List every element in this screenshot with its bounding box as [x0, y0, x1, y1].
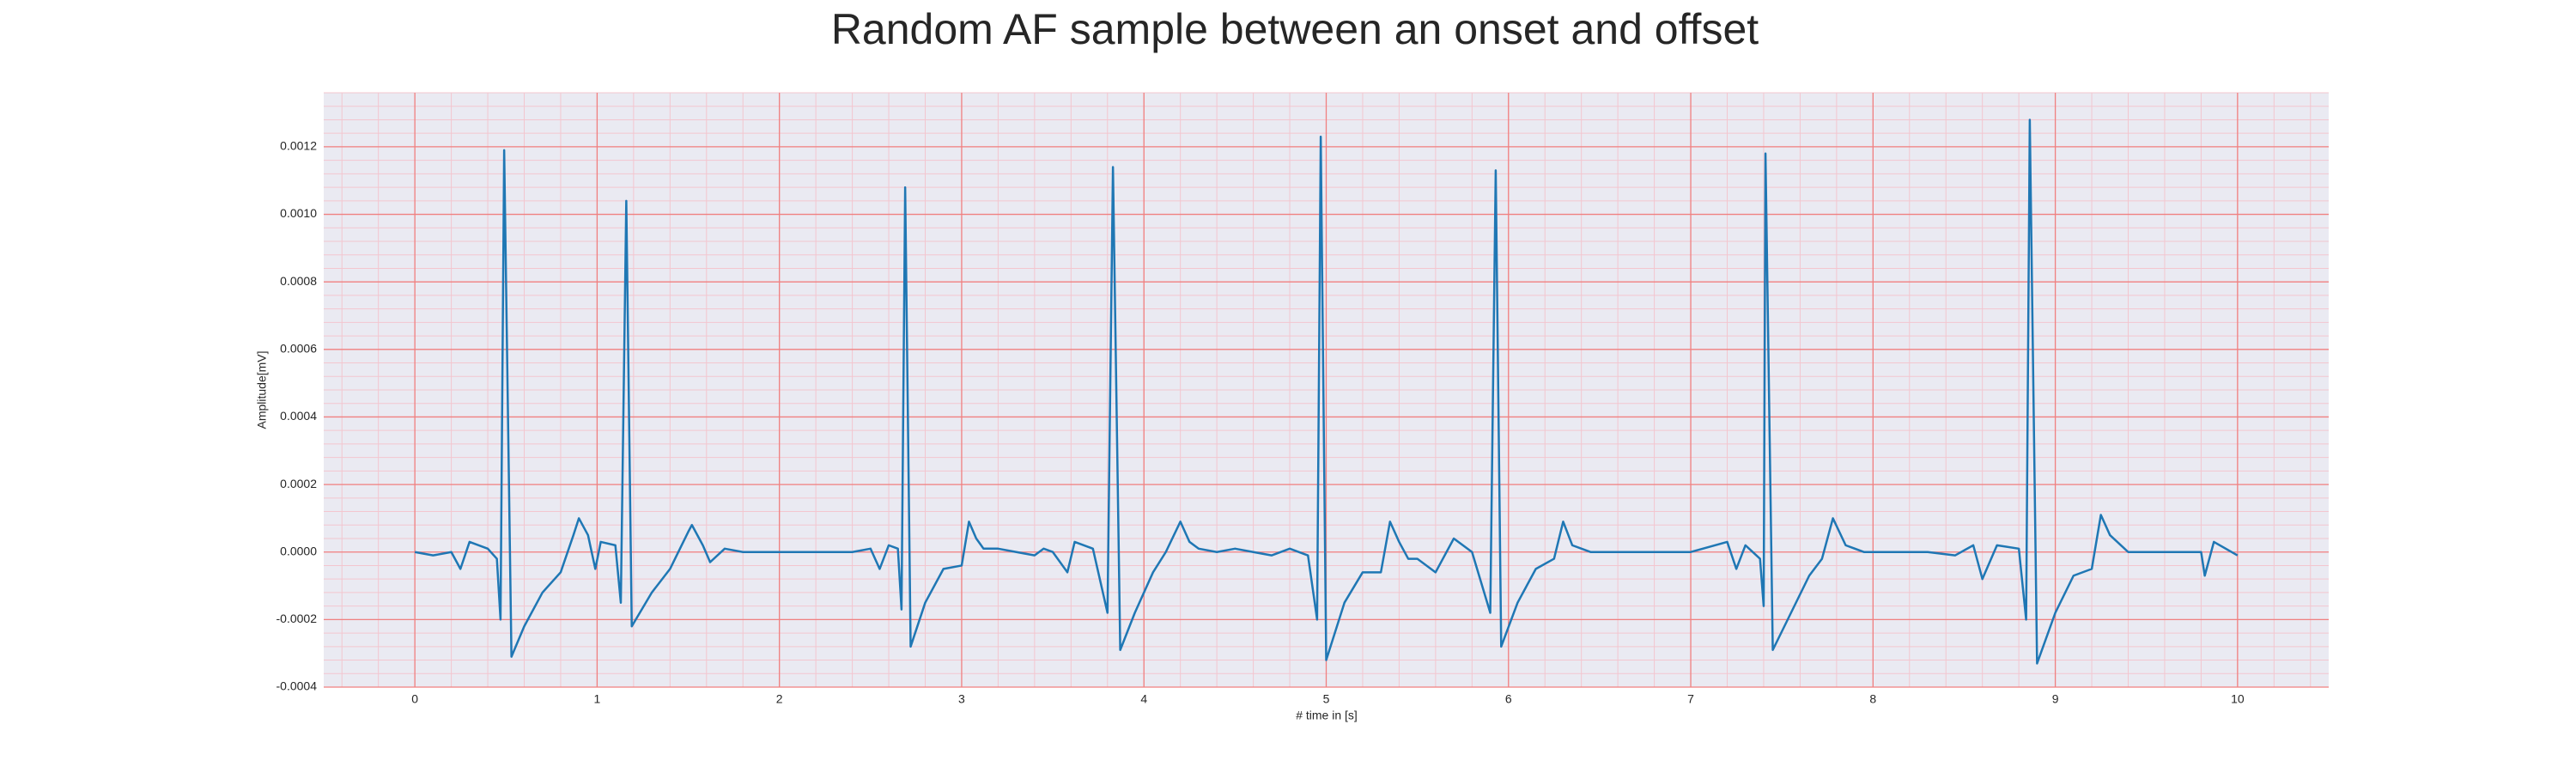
y-tick-label: -0.0004 [276, 679, 318, 693]
y-tick-label: 0.0008 [280, 274, 317, 288]
y-tick-label: 0.0006 [280, 342, 317, 356]
chart-title: Random AF sample between an onset and of… [831, 5, 1759, 53]
y-tick-label: 0.0002 [280, 477, 317, 490]
x-axis-label: # time in [s] [1296, 709, 1358, 722]
y-tick-label: 0.0010 [280, 206, 317, 220]
signal-line [414, 119, 2239, 665]
x-tick-label: 9 [2052, 692, 2059, 706]
y-tick-label: -0.0002 [276, 612, 318, 625]
x-tick-label: 5 [1323, 692, 1330, 706]
y-tick-label: 0.0000 [280, 544, 317, 557]
x-tick-label: 10 [2231, 692, 2245, 706]
x-tick-label: 6 [1505, 692, 1512, 706]
x-tick-label: 3 [958, 692, 965, 706]
y-tick-label: 0.0004 [280, 409, 317, 423]
y-tick-label: 0.0012 [280, 139, 317, 153]
x-tick-label: 1 [594, 692, 601, 706]
x-tick-label: 7 [1687, 692, 1694, 706]
y-axis-label: Amplitude[mV] [255, 350, 269, 429]
x-tick-label: 4 [1140, 692, 1147, 706]
x-tick-label: 8 [1869, 692, 1876, 706]
x-tick-label: 2 [776, 692, 783, 706]
x-tick-label: 0 [411, 692, 418, 706]
